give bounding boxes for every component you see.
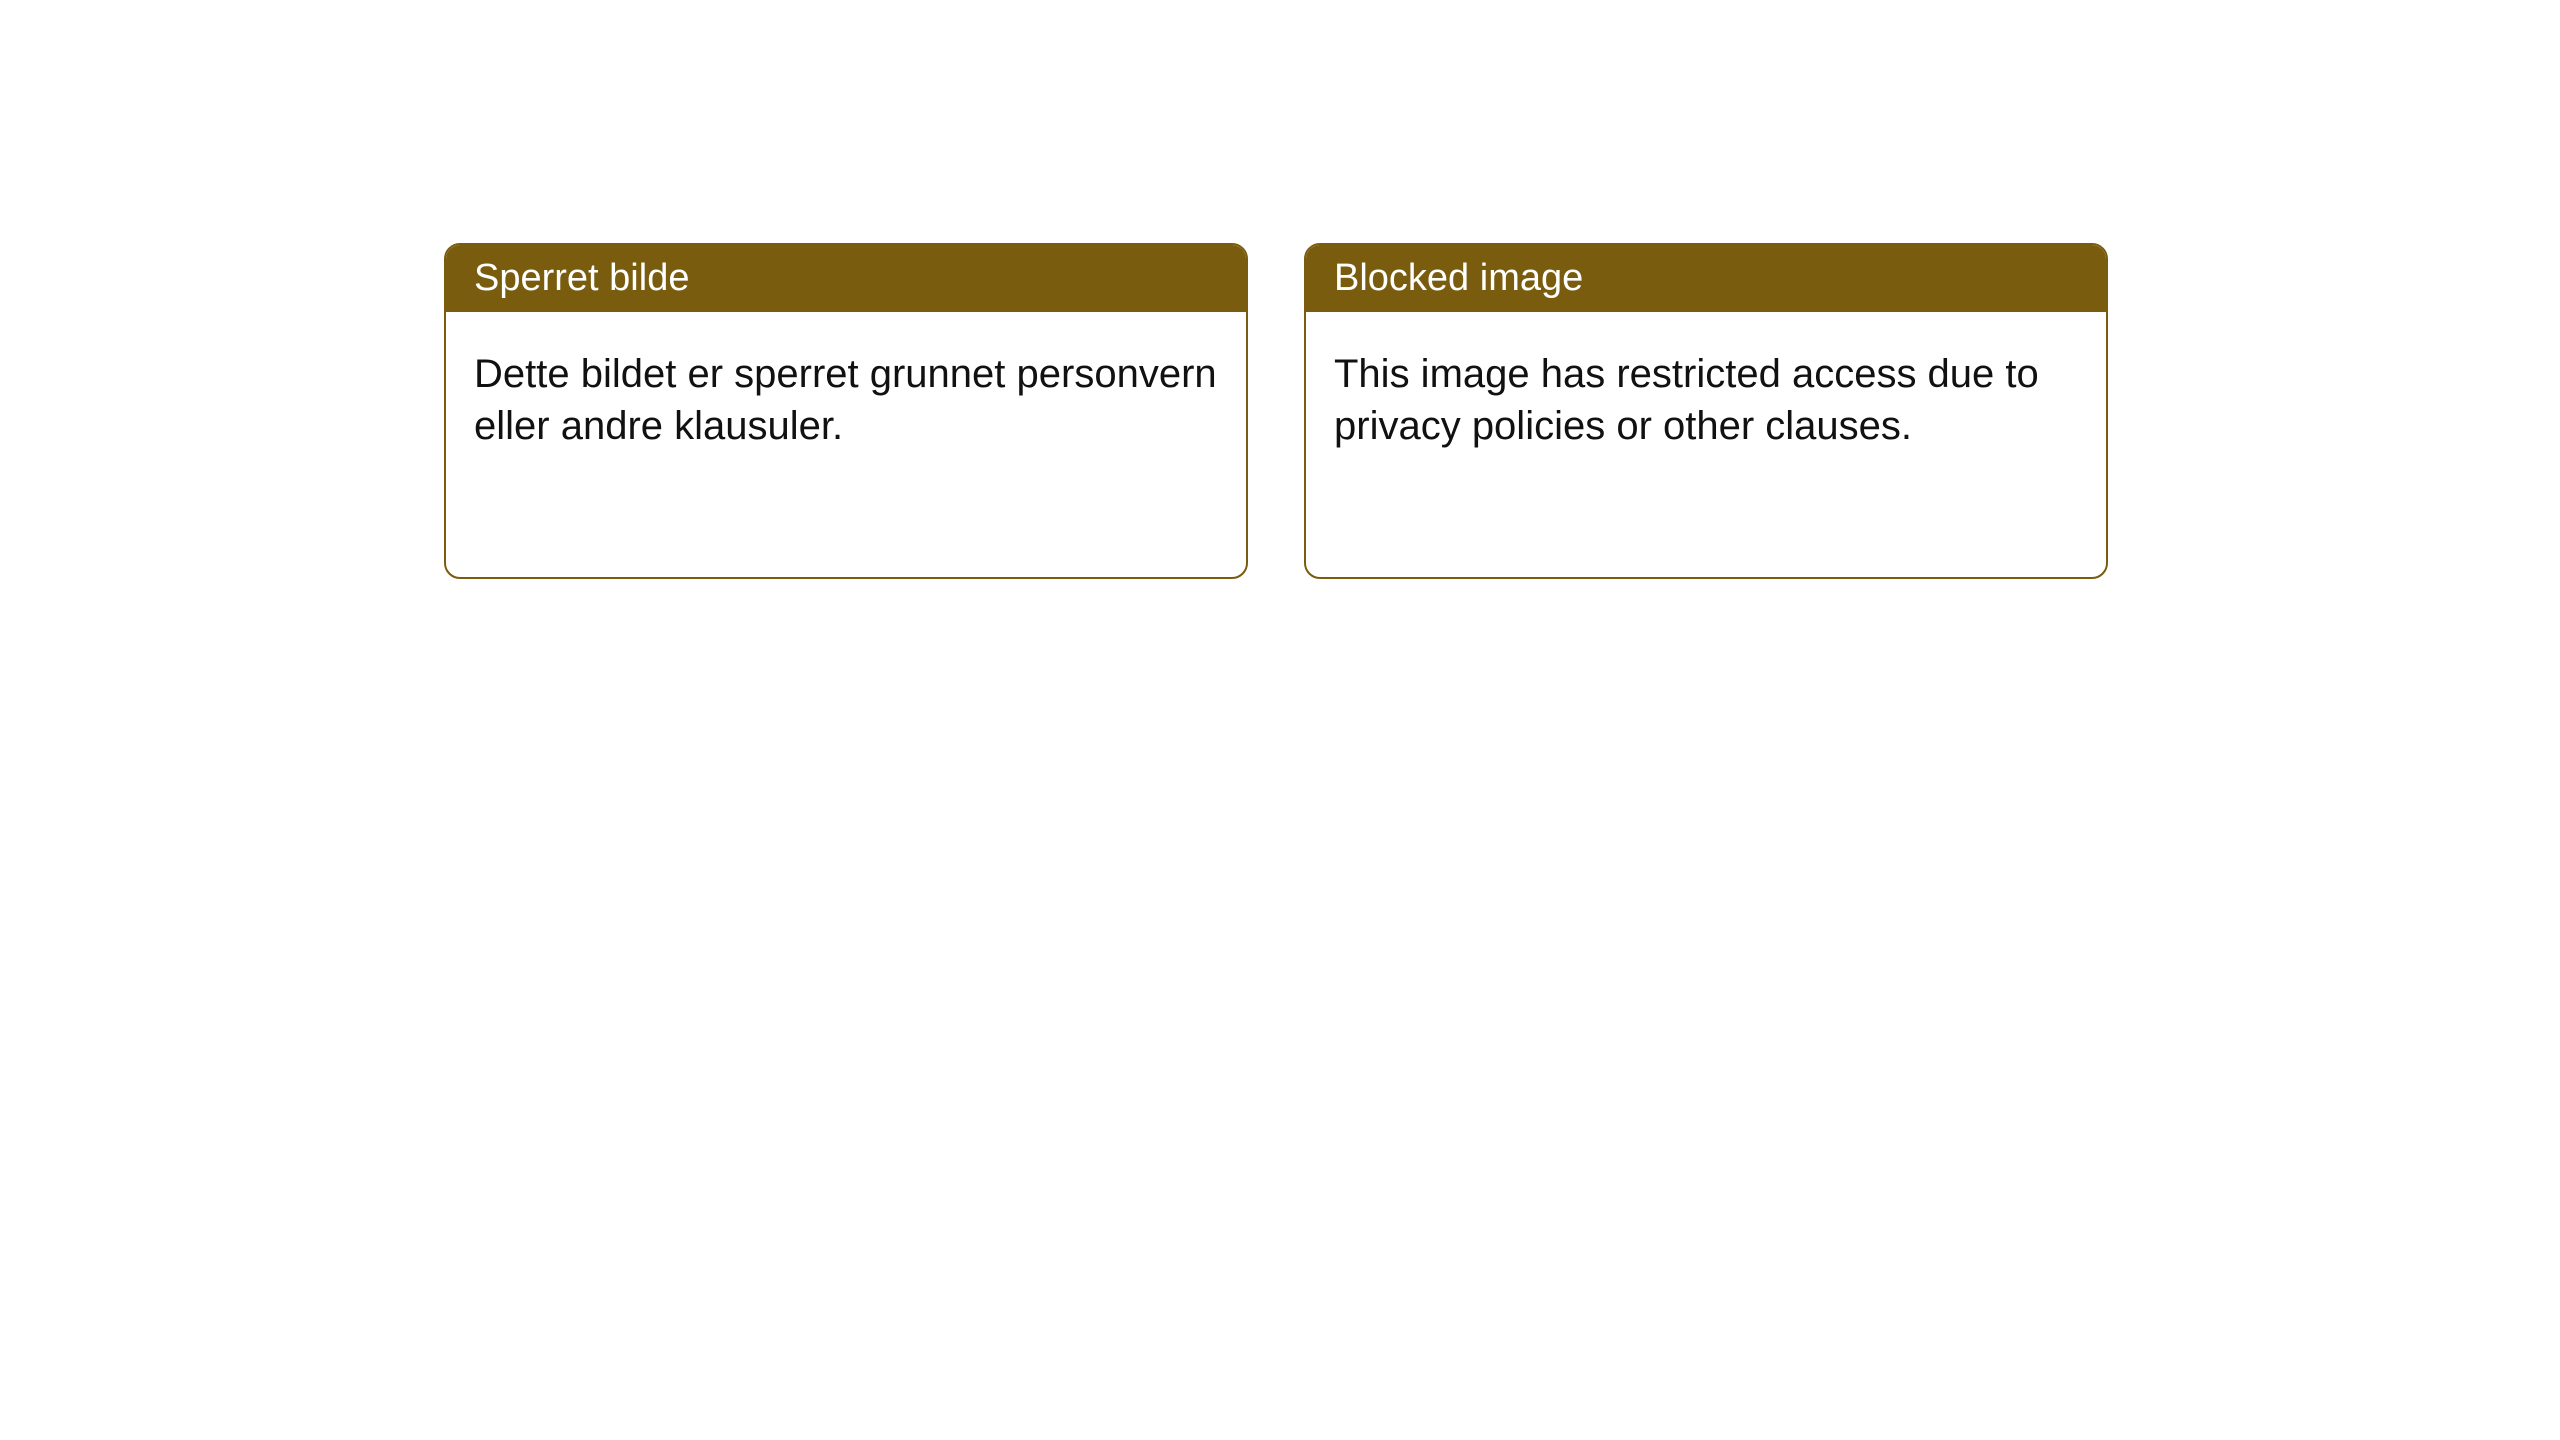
notice-body: This image has restricted access due to …	[1306, 312, 2106, 488]
notice-card-english: Blocked image This image has restricted …	[1304, 243, 2108, 579]
notice-header: Sperret bilde	[446, 245, 1246, 312]
notice-header: Blocked image	[1306, 245, 2106, 312]
notice-body: Dette bildet er sperret grunnet personve…	[446, 312, 1246, 488]
notice-card-norwegian: Sperret bilde Dette bildet er sperret gr…	[444, 243, 1248, 579]
notice-body-text: Dette bildet er sperret grunnet personve…	[474, 352, 1217, 448]
notice-title: Blocked image	[1334, 257, 1583, 299]
blocked-image-notices: Sperret bilde Dette bildet er sperret gr…	[444, 243, 2108, 579]
notice-body-text: This image has restricted access due to …	[1334, 352, 2039, 448]
notice-title: Sperret bilde	[474, 257, 689, 299]
